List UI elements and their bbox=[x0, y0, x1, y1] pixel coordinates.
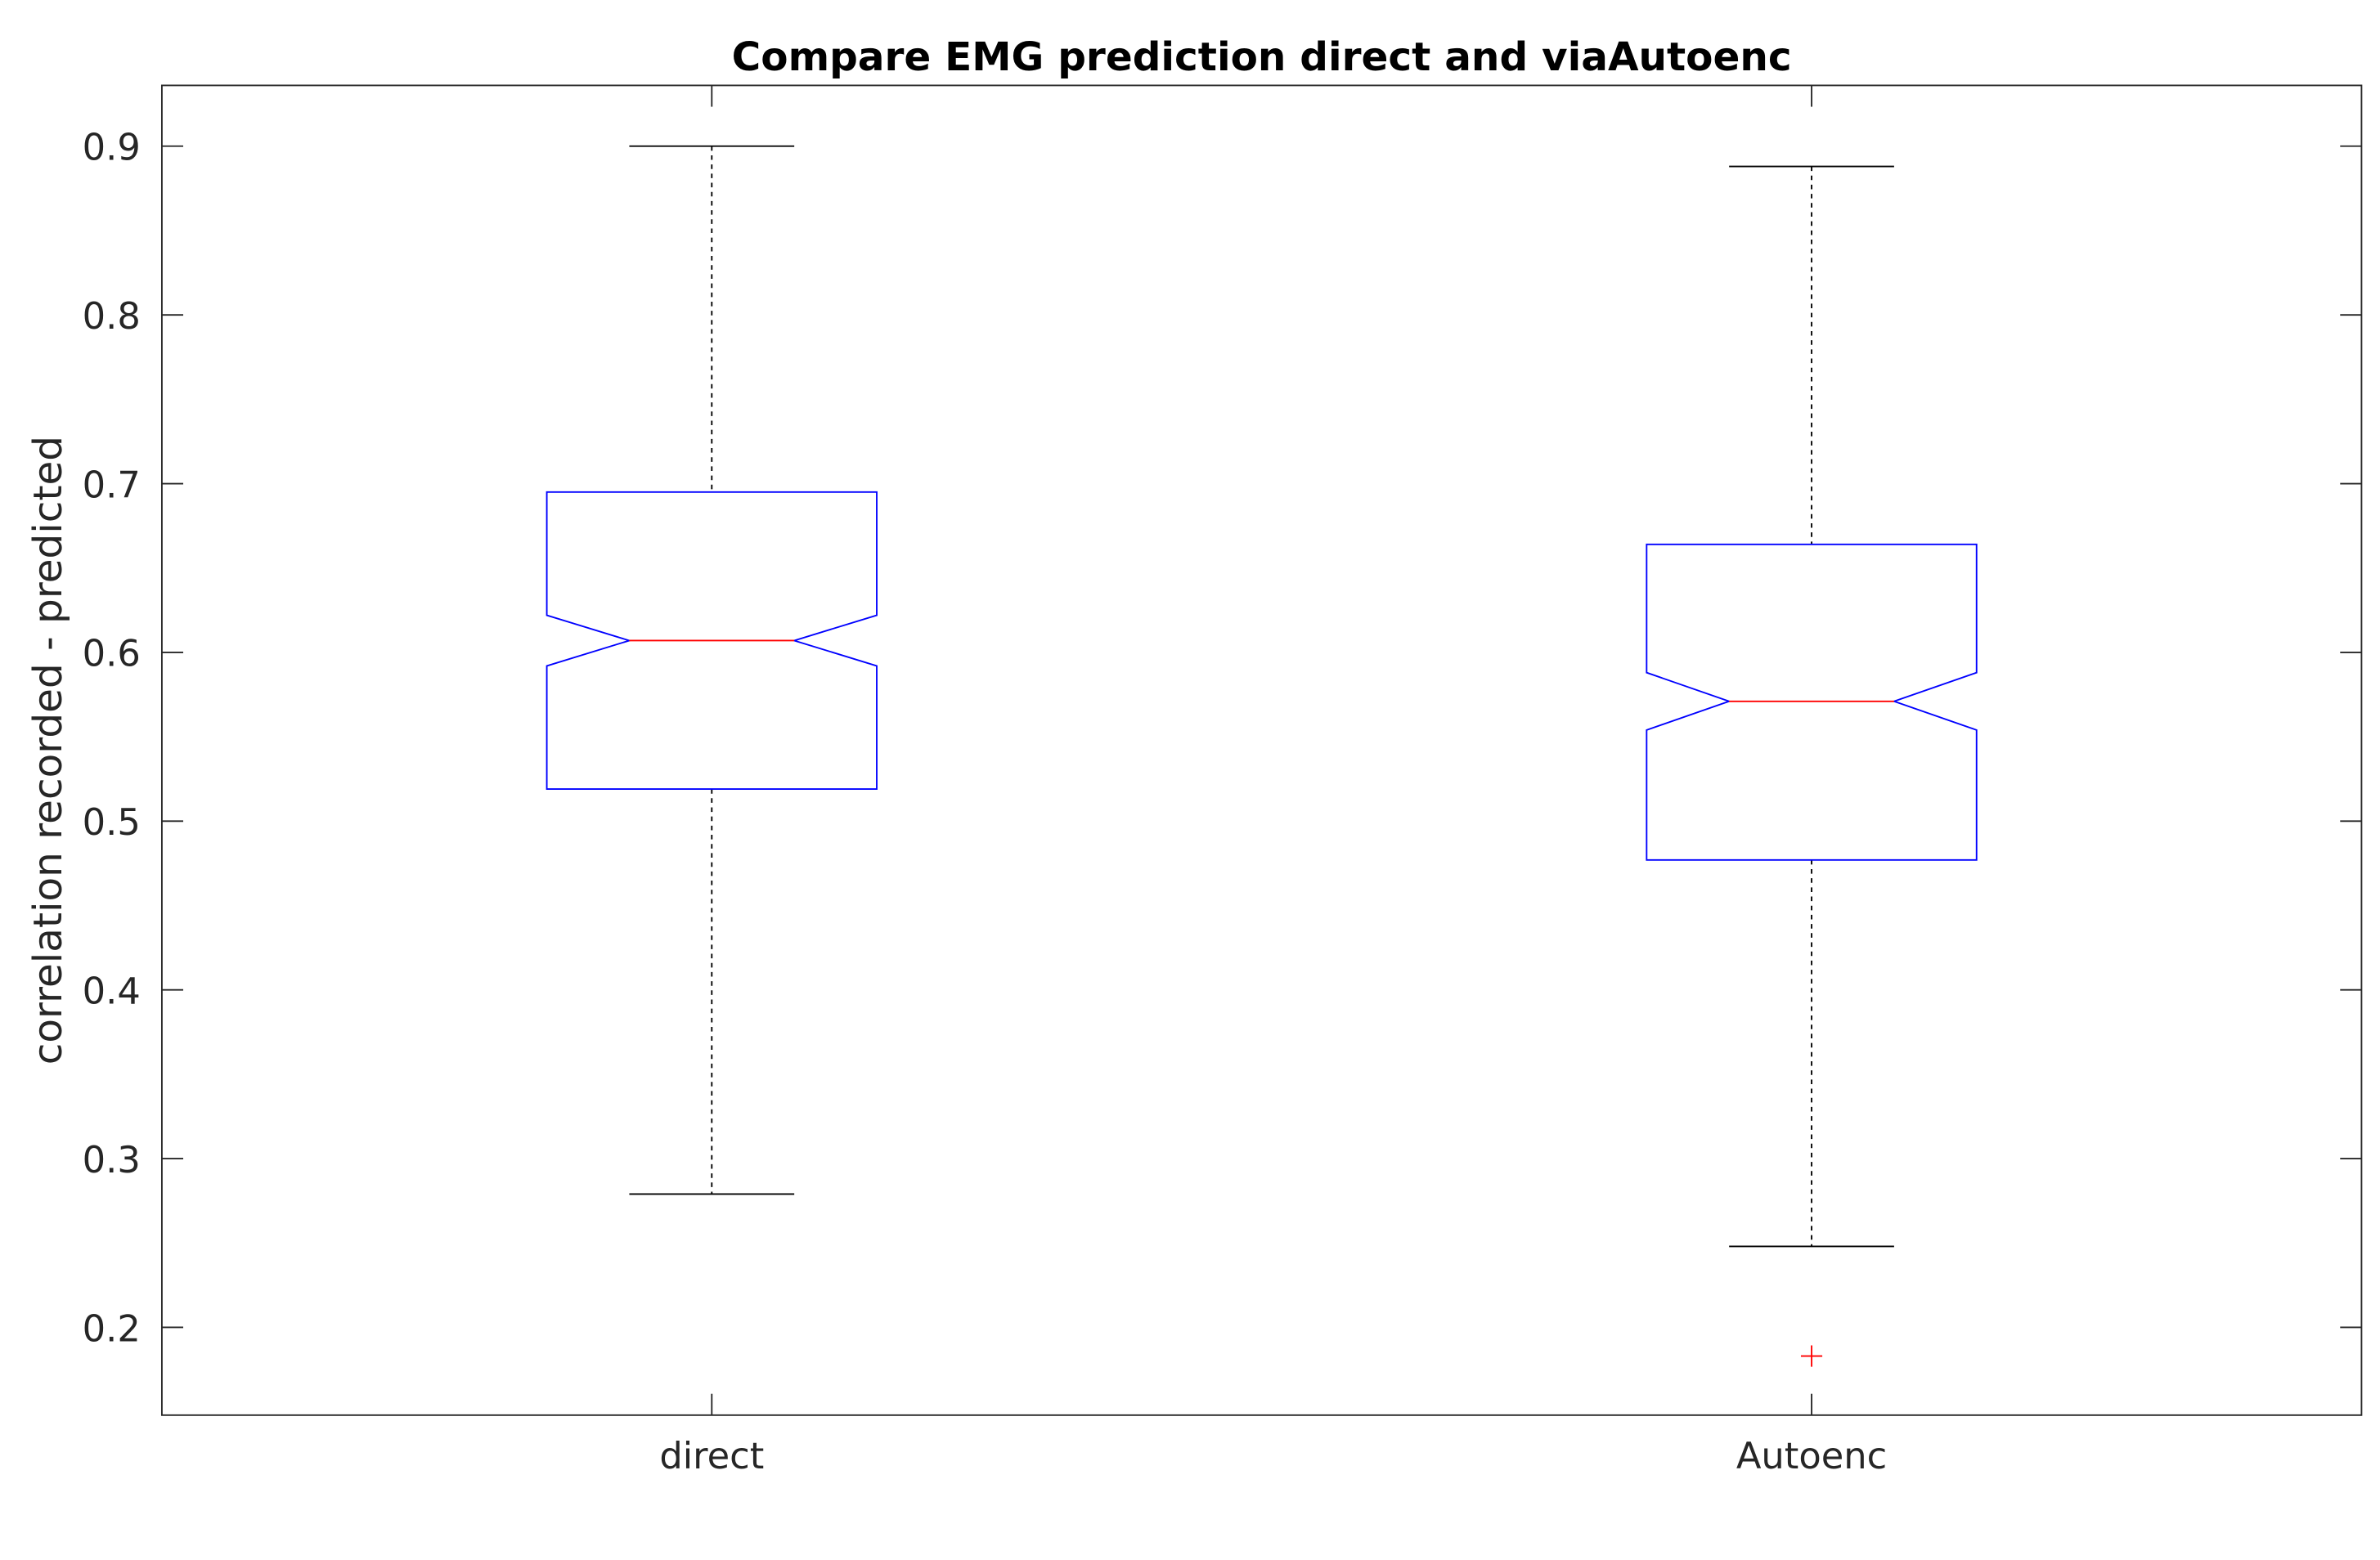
y-tick-label: 0.2 bbox=[83, 1307, 141, 1350]
outlier-marker bbox=[1800, 1345, 1823, 1367]
chart-title: Compare EMG prediction direct and viaAut… bbox=[732, 34, 1792, 80]
y-tick-label: 0.5 bbox=[83, 800, 141, 844]
axes-frame bbox=[160, 84, 2363, 1416]
y-tick-label: 0.7 bbox=[83, 463, 141, 506]
box-Autoenc bbox=[1646, 543, 1978, 861]
y-tick-label: 0.3 bbox=[83, 1138, 141, 1181]
y-axis-label: correlation recorded - predicted bbox=[25, 436, 71, 1065]
y-tick-label: 0.6 bbox=[83, 632, 141, 675]
y-tick-label: 0.8 bbox=[83, 294, 141, 338]
x-tick-label: direct bbox=[659, 1434, 764, 1477]
x-tick-label: Autoenc bbox=[1736, 1434, 1887, 1477]
box-direct bbox=[546, 491, 878, 791]
y-tick-label: 0.9 bbox=[83, 126, 141, 169]
y-tick-label: 0.4 bbox=[83, 969, 141, 1012]
